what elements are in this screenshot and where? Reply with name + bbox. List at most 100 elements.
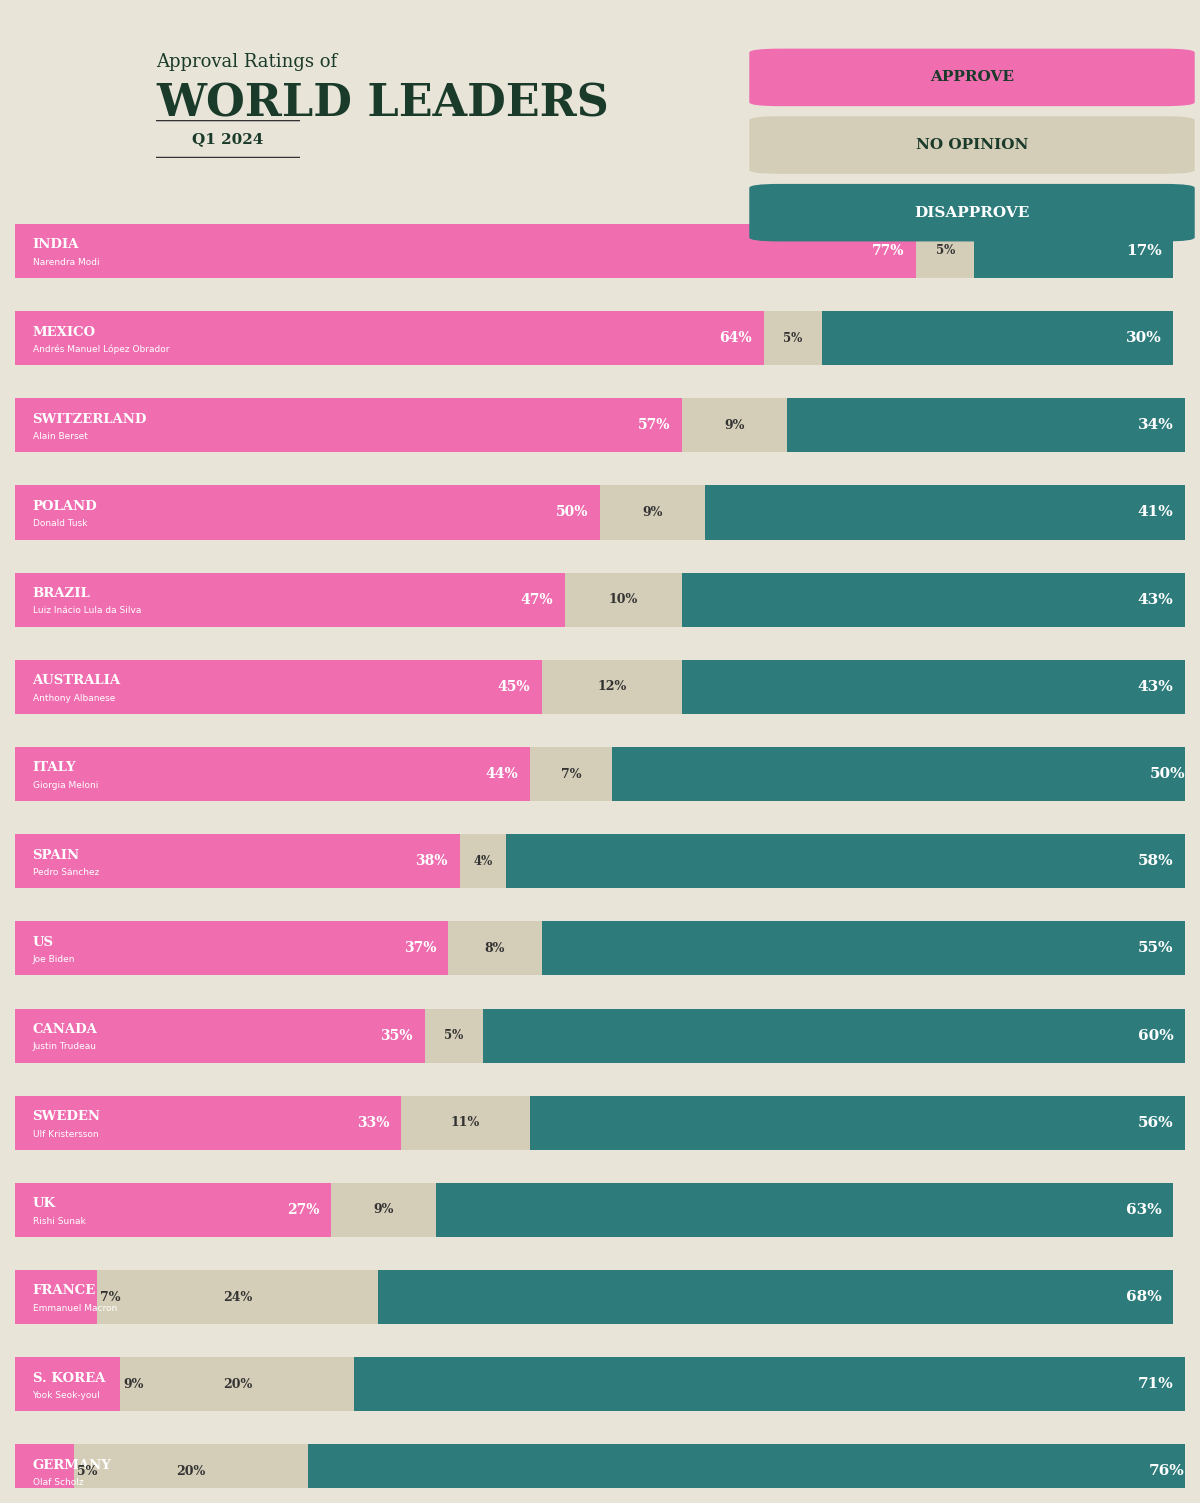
FancyBboxPatch shape: [150, 120, 306, 158]
Bar: [425, 1009, 484, 1063]
Text: 9%: 9%: [725, 419, 745, 431]
Text: 47%: 47%: [521, 592, 553, 607]
Text: 37%: 37%: [403, 941, 437, 956]
FancyBboxPatch shape: [749, 116, 1195, 174]
Bar: [541, 921, 1186, 975]
Text: 24%: 24%: [223, 1291, 252, 1303]
Text: Giorgia Meloni: Giorgia Meloni: [32, 782, 98, 791]
Bar: [565, 573, 682, 627]
Text: Pedro Sánchez: Pedro Sánchez: [32, 869, 98, 878]
Text: 76%: 76%: [1150, 1464, 1186, 1479]
Text: Justin Trudeau: Justin Trudeau: [32, 1043, 96, 1052]
Bar: [787, 398, 1186, 452]
Text: 17%: 17%: [1126, 243, 1162, 259]
Text: 43%: 43%: [1138, 679, 1174, 694]
Bar: [73, 1444, 307, 1498]
Text: 34%: 34%: [1138, 418, 1174, 433]
Text: UK: UK: [32, 1198, 55, 1210]
Bar: [16, 921, 448, 975]
Text: 5%: 5%: [77, 1465, 97, 1477]
Text: SWITZERLAND: SWITZERLAND: [32, 413, 146, 425]
Text: AUSTRALIA: AUSTRALIA: [32, 675, 121, 687]
Text: FRANCE: FRANCE: [32, 1285, 96, 1297]
Text: NO OPINION: NO OPINION: [916, 138, 1028, 152]
Bar: [484, 1009, 1186, 1063]
Bar: [401, 1096, 530, 1150]
Bar: [378, 1270, 1174, 1324]
Bar: [530, 747, 612, 801]
Bar: [460, 834, 506, 888]
Bar: [16, 660, 541, 714]
Text: WORLD LEADERS: WORLD LEADERS: [156, 83, 608, 126]
Text: Ulf Kristersson: Ulf Kristersson: [32, 1130, 98, 1139]
Text: 71%: 71%: [1138, 1377, 1174, 1392]
Bar: [16, 1270, 97, 1324]
Text: 7%: 7%: [560, 768, 581, 780]
Text: 20%: 20%: [176, 1465, 205, 1477]
Text: 9%: 9%: [124, 1378, 144, 1390]
Text: INDIA: INDIA: [32, 239, 79, 251]
Bar: [600, 485, 706, 540]
Text: 77%: 77%: [871, 243, 905, 259]
Bar: [16, 1096, 401, 1150]
Text: 38%: 38%: [415, 854, 448, 869]
Text: APPROVE: APPROVE: [930, 71, 1014, 84]
Bar: [506, 834, 1186, 888]
Bar: [16, 398, 682, 452]
Bar: [331, 1183, 437, 1237]
Bar: [706, 485, 1186, 540]
Bar: [682, 398, 787, 452]
Bar: [448, 921, 541, 975]
Text: 35%: 35%: [380, 1028, 413, 1043]
Text: Andrés Manuel López Obrador: Andrés Manuel López Obrador: [32, 344, 169, 355]
Bar: [974, 224, 1174, 278]
Text: 11%: 11%: [451, 1117, 480, 1129]
Text: 10%: 10%: [608, 594, 638, 606]
Text: SPAIN: SPAIN: [32, 849, 79, 861]
Bar: [916, 224, 974, 278]
Text: 50%: 50%: [1150, 767, 1186, 782]
Text: 20%: 20%: [223, 1378, 252, 1390]
Text: 33%: 33%: [356, 1115, 390, 1130]
Text: 8%: 8%: [485, 942, 505, 954]
Text: SWEDEN: SWEDEN: [32, 1111, 101, 1123]
Text: Donald Tusk: Donald Tusk: [32, 520, 88, 529]
Text: 9%: 9%: [373, 1204, 394, 1216]
Bar: [764, 311, 822, 365]
FancyBboxPatch shape: [749, 48, 1195, 107]
Text: CANADA: CANADA: [32, 1024, 97, 1036]
Bar: [437, 1183, 1174, 1237]
Bar: [120, 1357, 354, 1411]
Text: 60%: 60%: [1138, 1028, 1174, 1043]
Bar: [16, 834, 460, 888]
Text: 7%: 7%: [101, 1291, 121, 1303]
Text: Q1 2024: Q1 2024: [192, 132, 264, 146]
Text: Approval Ratings of: Approval Ratings of: [156, 53, 337, 71]
Text: 56%: 56%: [1138, 1115, 1174, 1130]
Text: 58%: 58%: [1138, 854, 1174, 869]
Text: 12%: 12%: [598, 681, 626, 693]
Text: 5%: 5%: [444, 1030, 463, 1042]
Text: 45%: 45%: [497, 679, 530, 694]
Bar: [16, 311, 764, 365]
Text: POLAND: POLAND: [32, 500, 97, 513]
Text: 27%: 27%: [287, 1202, 319, 1217]
Text: Emmanuel Macron: Emmanuel Macron: [32, 1305, 116, 1314]
Bar: [16, 747, 530, 801]
Text: 43%: 43%: [1138, 592, 1174, 607]
Text: MEXICO: MEXICO: [32, 326, 96, 338]
Text: Alain Berset: Alain Berset: [32, 433, 88, 442]
Bar: [682, 573, 1186, 627]
Text: 57%: 57%: [637, 418, 671, 433]
Bar: [16, 1357, 120, 1411]
Text: 4%: 4%: [473, 855, 493, 867]
FancyBboxPatch shape: [749, 183, 1195, 242]
Text: Rishi Sunak: Rishi Sunak: [32, 1217, 85, 1226]
Bar: [16, 1183, 331, 1237]
Bar: [822, 311, 1174, 365]
Text: BRAZIL: BRAZIL: [32, 588, 90, 600]
Text: ITALY: ITALY: [32, 762, 76, 774]
Bar: [541, 660, 682, 714]
Text: US: US: [32, 936, 54, 948]
Text: 44%: 44%: [485, 767, 518, 782]
